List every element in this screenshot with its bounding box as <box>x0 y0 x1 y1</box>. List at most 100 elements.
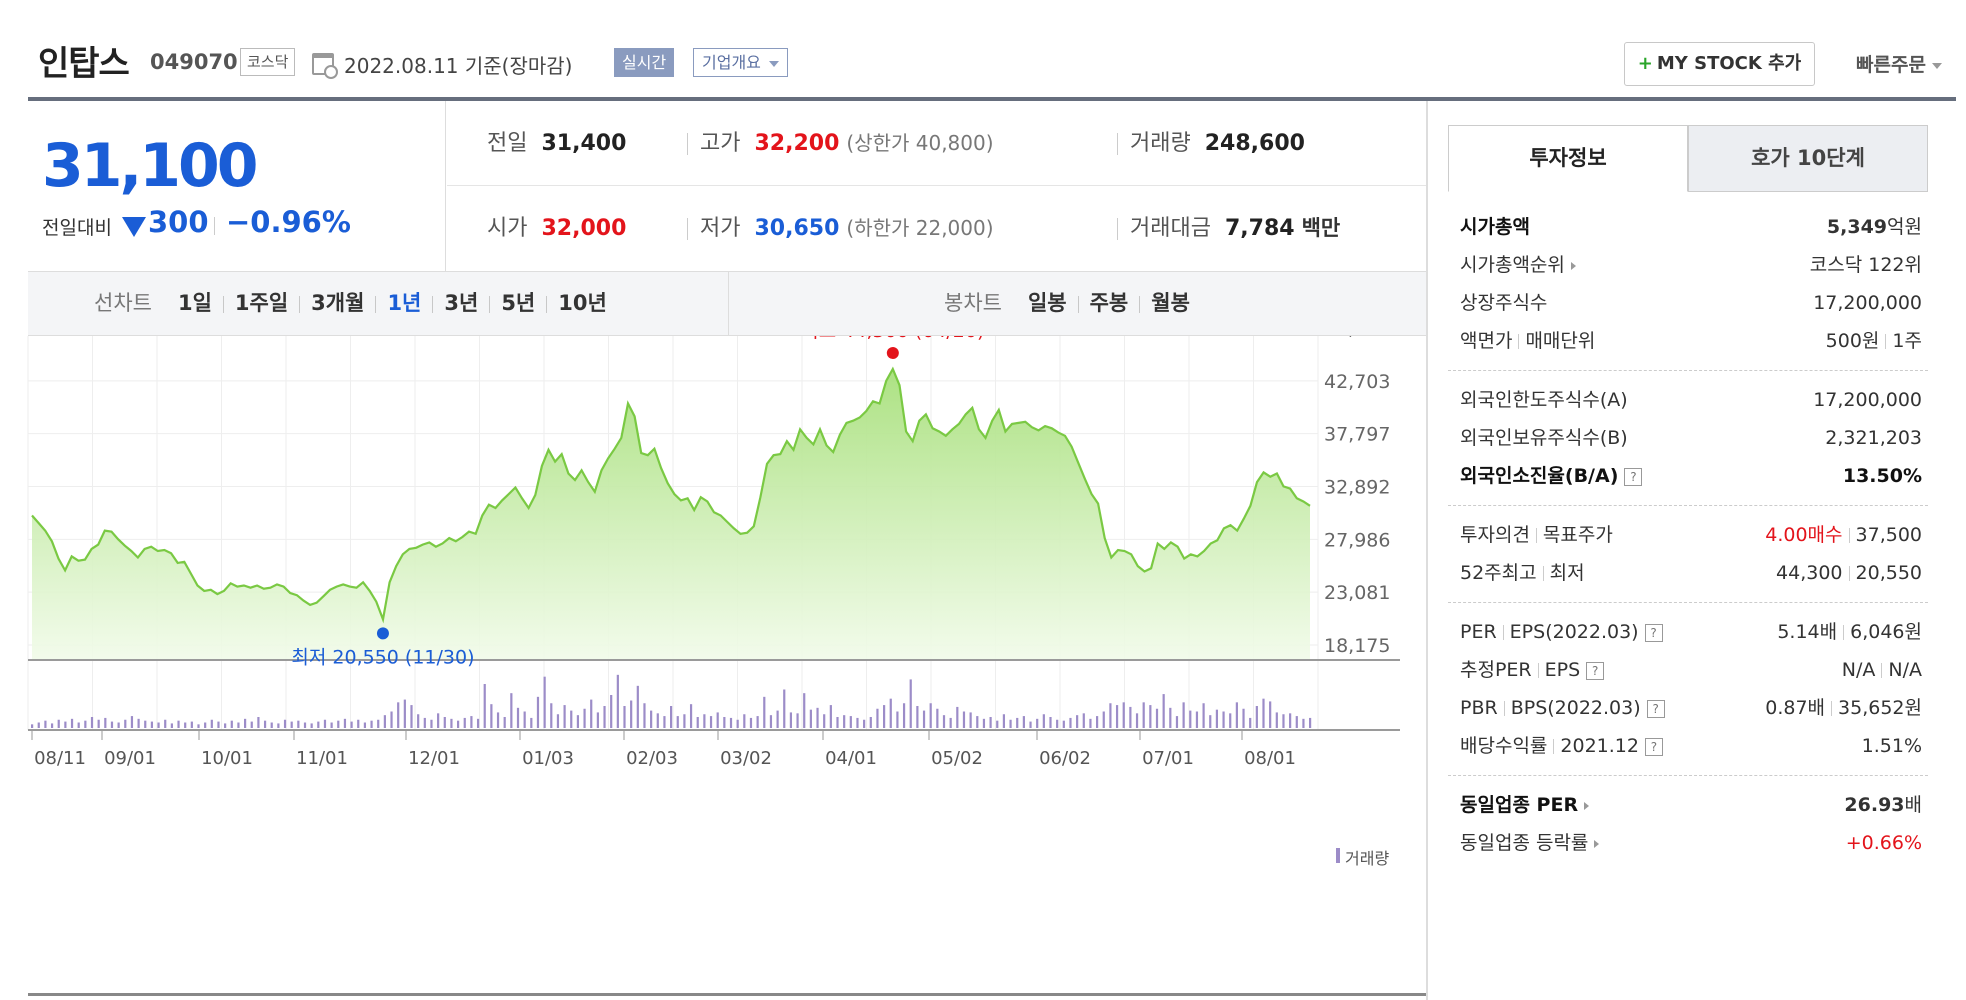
help-icon[interactable]: ? <box>1586 661 1605 680</box>
period-1y[interactable]: 1년 <box>387 291 422 315</box>
period-3y[interactable]: 3년 <box>444 291 479 315</box>
y-tick-label: 47,609 <box>1324 336 1390 340</box>
quick-order-dropdown[interactable]: 빠른주문 <box>1856 50 1942 77</box>
candle-weekly[interactable]: 주봉 <box>1089 291 1129 315</box>
info-group-cap: 시가총액 5,349억원 시가총액순위 코스닥 122위 상장주식수 17,20… <box>1448 208 1928 371</box>
volume-bar <box>570 710 573 728</box>
volume-bar <box>610 695 613 728</box>
volume-bar <box>1016 717 1019 728</box>
x-tick-label: 08/11 <box>34 748 86 769</box>
info-group-opinion: 투자의견 목표주가 4.00매수 37,500 52주최고 최저 44,300 20,5… <box>1448 506 1928 603</box>
week52-low-label: 최저 <box>1549 562 1585 584</box>
pbr-label: PBR <box>1460 697 1498 719</box>
help-icon[interactable]: ? <box>1644 737 1663 756</box>
volume-bar <box>297 720 300 728</box>
company-overview-label: 기업개요 <box>702 53 761 72</box>
lower-limit: (하한가 22,000) <box>846 216 994 240</box>
info-value: 13.50% <box>1842 465 1922 487</box>
volume-bar <box>470 716 473 728</box>
add-my-stock-button[interactable]: + MY STOCK 추가 <box>1624 42 1815 86</box>
x-tick-label: 05/02 <box>931 748 983 769</box>
volume-bar <box>1129 706 1132 728</box>
company-overview-dropdown[interactable]: 기업개요 <box>693 48 788 77</box>
volume-bar <box>50 723 54 728</box>
volume-bar <box>417 714 420 728</box>
volume-bar <box>257 717 260 728</box>
volume-bar <box>1202 703 1205 728</box>
volume-bar <box>1009 719 1012 728</box>
volume-bar <box>543 676 546 728</box>
volume-bar <box>896 711 899 728</box>
volume-bar <box>1209 715 1212 728</box>
volume-bar <box>1096 716 1099 728</box>
volume-bar <box>503 717 506 728</box>
stat-value: 30,650 <box>754 216 840 241</box>
info-industry-change[interactable]: 동일업종 등락률 +0.66% <box>1448 824 1928 862</box>
volume-bar <box>1302 718 1305 728</box>
stock-code: 049070 <box>150 50 238 74</box>
period-5y[interactable]: 5년 <box>501 291 536 315</box>
info-group-industry: 동일업종 PER 26.93배 동일업종 등락률 +0.66% <box>1448 776 1928 872</box>
volume-bar <box>77 722 80 728</box>
date-basis: 기준(장마감) <box>464 54 573 78</box>
volume-bar <box>457 720 460 728</box>
stat-value: 248,600 <box>1204 131 1305 156</box>
x-tick-label: 10/01 <box>201 748 253 769</box>
volume-bar <box>936 708 939 728</box>
help-icon[interactable]: ? <box>1644 623 1663 642</box>
info-dividend: 배당수익률 2021.12? 1.51% <box>1448 727 1928 765</box>
volume-bar <box>157 722 160 728</box>
volume-bar <box>403 699 406 728</box>
info-value: N/A N/A <box>1842 651 1922 689</box>
volume-bar <box>144 720 147 728</box>
period-3m[interactable]: 3개월 <box>311 291 365 315</box>
face-value: 500원 <box>1825 330 1880 352</box>
volume-bar <box>736 719 739 728</box>
realtime-button[interactable]: 실시간 <box>614 48 675 77</box>
stock-header: 인탑스 049070 코스닥 2022.08.11 기준(장마감) 실시간 기업… <box>0 0 1966 100</box>
tab-invest-info[interactable]: 투자정보 <box>1448 125 1688 192</box>
volume-bar <box>197 724 200 728</box>
info-industry-per[interactable]: 동일업종 PER 26.93배 <box>1448 786 1928 824</box>
volume-bar <box>982 718 986 728</box>
volume-bar <box>956 706 959 728</box>
volume-bar <box>583 708 586 728</box>
market-badge: 코스닥 <box>240 48 296 76</box>
eps-label: EPS(2022.03) <box>1509 621 1639 643</box>
volume-bar <box>1149 705 1152 728</box>
candle-daily[interactable]: 일봉 <box>1027 291 1067 315</box>
info-pbr: PBR BPS(2022.03)? 0.87배 35,652원 <box>1448 689 1928 727</box>
tab-quote-10[interactable]: 호가 10단계 <box>1688 125 1928 192</box>
info-market-cap-rank[interactable]: 시가총액순위 코스닥 122위 <box>1448 246 1928 284</box>
volume-bar <box>1069 717 1072 728</box>
x-tick-label: 07/01 <box>1142 748 1194 769</box>
change-separator <box>214 217 215 235</box>
volume-bar <box>769 715 773 728</box>
down-triangle-icon <box>122 217 146 237</box>
basis-date: 2022.08.11 기준(장마감) <box>344 50 572 79</box>
info-foreign-ratio: 외국인소진율(B/A)? 13.50% <box>1448 457 1928 495</box>
volume-bar <box>809 709 812 728</box>
candle-monthly[interactable]: 월봉 <box>1151 291 1190 315</box>
volume-bar <box>310 723 313 728</box>
help-icon[interactable]: ? <box>1646 699 1665 718</box>
industry-per-value: 26.93 <box>1844 794 1905 816</box>
stat-unit: 백만 <box>1301 216 1341 240</box>
volume-bar <box>1282 714 1285 728</box>
volume-bar <box>323 719 327 728</box>
period-1w[interactable]: 1주일 <box>234 291 289 315</box>
per-value: 5.14배 <box>1777 621 1838 643</box>
target-price-label: 목표주가 <box>1542 524 1613 546</box>
info-foreign-hold: 외국인보유주식수(B) 2,321,203 <box>1448 419 1928 457</box>
volume-bar <box>283 719 287 728</box>
volume-bar <box>836 717 839 728</box>
price-chart[interactable]: 47,609 42,703 37,797 32,892 27,986 23,081 18,1… <box>0 336 1420 993</box>
period-1d[interactable]: 1일 <box>177 291 212 315</box>
x-tick-label: 03/02 <box>720 748 772 769</box>
period-10y[interactable]: 10년 <box>558 291 607 315</box>
help-icon[interactable]: ? <box>1624 467 1643 486</box>
volume-bar <box>929 703 932 728</box>
volume-bar <box>370 720 373 728</box>
arrow-right-icon <box>1570 261 1576 270</box>
volume-bar <box>437 713 440 728</box>
